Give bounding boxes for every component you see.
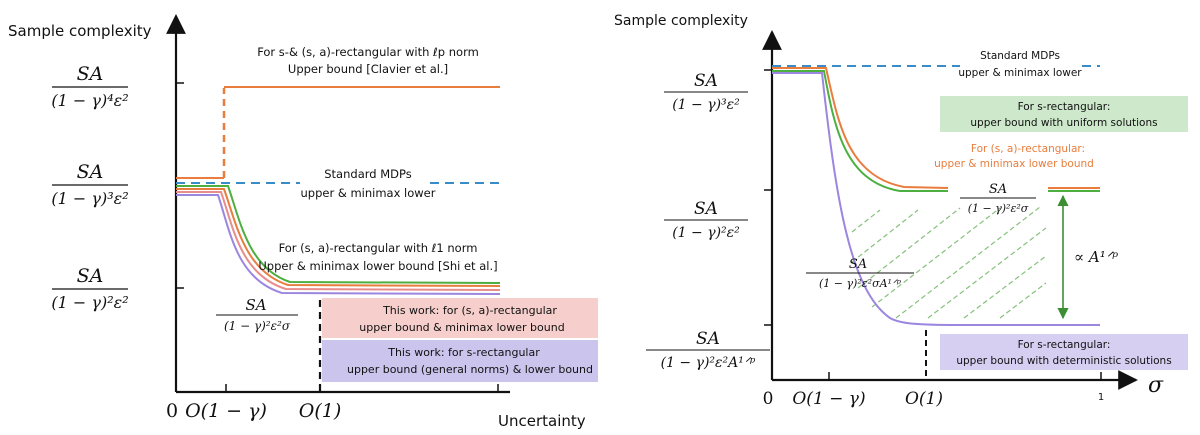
right-annotation-std-2: upper & minimax lower	[958, 67, 1082, 79]
right-fraction-sigma-a: SA (1 − γ)²ε²σA¹ᐟᵖ	[806, 257, 914, 290]
left-fraction-label: SA (1 − γ)²ε²σ	[216, 296, 298, 333]
svg-text:SA: SA	[245, 296, 266, 314]
left-series-s-this-work-purple	[176, 194, 501, 295]
right-series-sa-orange	[772, 67, 1100, 189]
right-series-deterministic-purple	[772, 72, 1100, 326]
right-box-uniform: For s-rectangular: upper bound with unif…	[940, 96, 1188, 132]
left-annotation-lp-2: Upper bound [Clavier et al.]	[288, 62, 448, 76]
svg-text:SA: SA	[989, 182, 1007, 197]
left-box-s-this-work: This work: for s-rectangular upper bound…	[322, 340, 598, 382]
left-box-sa-this-work: This work: for (s, a)-rectangular upper …	[322, 298, 598, 338]
right-annotation-sa-2: upper & minimax lower bound	[934, 158, 1094, 170]
svg-text:SA: SA	[849, 257, 867, 272]
svg-text:(1 − γ)⁴ε²: (1 − γ)⁴ε²	[51, 91, 128, 110]
left-series-sa-l1-green	[176, 185, 501, 284]
right-y-tick-1: SA (1 − γ)³ε²	[664, 71, 748, 113]
left-x-axis-label: Uncertainty	[498, 412, 586, 430]
svg-text:For s-rectangular:: For s-rectangular:	[1018, 101, 1111, 113]
svg-text:(1 − γ)³ε²: (1 − γ)³ε²	[672, 97, 740, 113]
right-chart: Sample complexity σ 0 SA (1 − γ)³ε² SA (…	[614, 13, 1188, 409]
left-y-tick-2: SA (1 − γ)³ε²	[51, 161, 128, 208]
left-x-tick-2: O(1)	[299, 400, 342, 422]
right-fraction-sigma: SA (1 − γ)²ε²σ	[960, 182, 1036, 215]
right-series-uniform-green	[772, 70, 1100, 192]
left-annotation-std-2: upper & minimax lower	[300, 186, 435, 200]
left-y-tick-3: SA (1 − γ)²ε²	[51, 265, 128, 312]
right-x-tick-2: O(1)	[905, 389, 943, 409]
left-y-axis-label: Sample complexity	[8, 22, 152, 40]
left-series-sa-this-work-pink	[176, 191, 501, 291]
svg-text:SA: SA	[696, 329, 720, 349]
left-x-origin: 0	[166, 400, 178, 422]
left-annotation-l1-2: Upper & minimax lower bound [Shi et al.]	[258, 259, 497, 273]
svg-text:(1 − γ)³ε²: (1 − γ)³ε²	[51, 189, 128, 208]
right-y-axis-label: Sample complexity	[614, 13, 748, 29]
right-x-origin: 0	[763, 389, 774, 409]
svg-text:(1 − γ)²ε²σA¹ᐟᵖ: (1 − γ)²ε²σA¹ᐟᵖ	[819, 277, 902, 290]
svg-text:upper bound with uniform solut: upper bound with uniform solutions	[970, 117, 1157, 129]
right-y-tick-3: SA (1 − γ)²ε²A¹ᐟᵖ	[646, 329, 770, 371]
svg-text:upper bound & minimax lower bo: upper bound & minimax lower bound	[359, 321, 564, 334]
svg-text:SA: SA	[77, 265, 104, 287]
right-gap-label: ∝ A¹ᐟᵖ	[1074, 248, 1118, 266]
left-chart: Sample complexity Uncertainty 0 SA (1 − …	[8, 14, 598, 430]
right-box-deterministic: For s-rectangular: upper bound with dete…	[940, 334, 1188, 370]
svg-text:(1 − γ)²ε²: (1 − γ)²ε²	[51, 293, 128, 312]
left-x-tick-1: O(1 − γ)	[185, 400, 267, 422]
svg-text:This work: for s-rectangular: This work: for s-rectangular	[387, 346, 540, 359]
svg-text:upper bound (general norms) &: upper bound (general norms) & lower boun…	[347, 363, 593, 376]
right-x-tick-1: O(1 − γ)	[792, 389, 865, 409]
svg-text:(1 − γ)²ε²σ: (1 − γ)²ε²σ	[224, 319, 291, 333]
right-annotation-sa-1: For (s, a)-rectangular:	[971, 143, 1085, 155]
svg-text:SA: SA	[694, 199, 718, 219]
svg-text:(1 − γ)²ε²σ: (1 − γ)²ε²σ	[968, 202, 1029, 215]
svg-text:This work: for (s, a)-rectangu: This work: for (s, a)-rectangular	[382, 304, 557, 317]
right-x-tick-3: 1	[1098, 392, 1104, 403]
left-series-sa-l1-orange	[176, 188, 501, 287]
right-y-tick-2: SA (1 − γ)²ε²	[664, 199, 748, 241]
svg-text:SA: SA	[694, 71, 718, 91]
svg-text:(1 − γ)²ε²A¹ᐟᵖ: (1 − γ)²ε²A¹ᐟᵖ	[661, 355, 756, 371]
right-x-axis-label: σ	[1148, 373, 1164, 398]
left-annotation-l1-1: For (s, a)-rectangular with ℓ1 norm	[279, 241, 478, 255]
svg-text:upper bound with deterministic: upper bound with deterministic solutions	[956, 355, 1171, 367]
left-annotation-std-1: Standard MDPs	[324, 167, 411, 181]
right-hatched-gap	[851, 206, 1047, 319]
svg-text:SA: SA	[77, 161, 104, 183]
left-y-tick-1: SA (1 − γ)⁴ε²	[51, 63, 128, 110]
left-annotation-lp-1: For s-& (s, a)-rectangular with ℓp norm	[257, 45, 479, 59]
svg-text:(1 − γ)²ε²: (1 − γ)²ε²	[672, 225, 740, 241]
svg-text:SA: SA	[77, 63, 104, 85]
right-annotation-std-1: Standard MDPs	[980, 50, 1060, 62]
svg-text:For s-rectangular:: For s-rectangular:	[1018, 339, 1111, 351]
